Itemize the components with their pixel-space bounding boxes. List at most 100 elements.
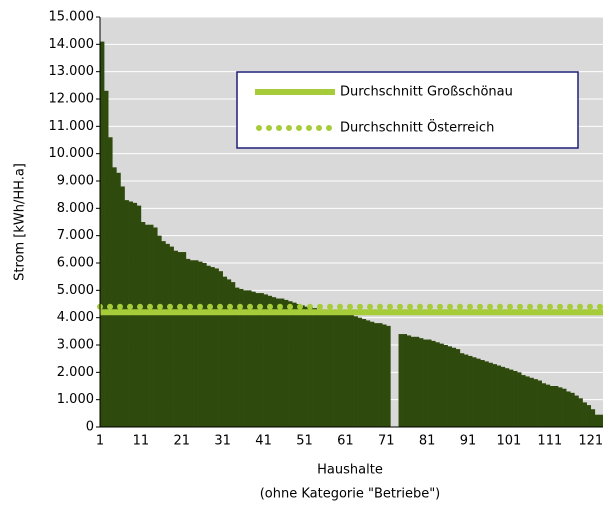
- legend-label: Durchschnitt Österreich: [340, 119, 494, 136]
- x-tick-label: 121: [578, 434, 603, 449]
- bar: [586, 405, 592, 427]
- bar: [255, 293, 260, 427]
- bar: [320, 309, 326, 427]
- x-tick-label: 21: [174, 434, 191, 449]
- bar: [161, 241, 166, 427]
- bar: [210, 267, 215, 427]
- bar: [239, 288, 244, 427]
- y-tick-label: 13.000: [49, 64, 95, 79]
- bar: [202, 263, 207, 427]
- y-tick-label: 8.000: [57, 201, 94, 216]
- bar: [418, 338, 424, 427]
- bar: [594, 414, 600, 427]
- bar: [181, 252, 187, 427]
- y-tick-label: 9.000: [57, 174, 94, 189]
- bar: [468, 355, 473, 427]
- bar: [144, 224, 150, 427]
- bar: [234, 287, 240, 427]
- bar: [545, 384, 551, 427]
- bar: [590, 409, 596, 427]
- bar: [104, 90, 109, 428]
- bar: [112, 167, 117, 428]
- bar: [578, 398, 583, 427]
- y-tick-label: 4.000: [57, 310, 94, 325]
- bar: [218, 271, 223, 427]
- bar: [508, 369, 514, 427]
- bar: [582, 402, 587, 427]
- bar: [157, 235, 162, 427]
- bar: [435, 342, 440, 427]
- bar: [492, 364, 497, 427]
- bar: [570, 392, 575, 427]
- x-tick-label: 41: [255, 434, 272, 449]
- bar: [345, 313, 350, 427]
- bar: [304, 306, 309, 427]
- bar: [496, 365, 502, 427]
- bar: [185, 258, 191, 427]
- x-tick-label: 61: [337, 434, 354, 449]
- bar: [513, 370, 518, 427]
- bar: [357, 317, 363, 427]
- bar: [386, 325, 391, 427]
- bar: [455, 349, 461, 427]
- bar: [373, 323, 379, 427]
- bar: [484, 361, 489, 427]
- bar: [153, 227, 158, 427]
- x-tick-label: 71: [378, 434, 395, 449]
- bar: [378, 323, 383, 427]
- bar: [423, 339, 428, 427]
- bar: [271, 297, 277, 427]
- bar: [382, 324, 387, 427]
- x-tick-label: 111: [537, 434, 562, 449]
- bar: [116, 172, 121, 427]
- bar: [177, 252, 183, 427]
- x-tick-label: 11: [133, 434, 150, 449]
- bar: [263, 294, 268, 427]
- y-tick-label: 15.000: [49, 10, 95, 25]
- y-tick-label: 6.000: [57, 256, 94, 271]
- legend-box: [236, 71, 579, 149]
- bar: [369, 321, 375, 427]
- bar: [533, 379, 538, 427]
- x-tick-label: 51: [296, 434, 313, 449]
- bar: [288, 301, 293, 427]
- bar: [414, 336, 420, 427]
- bar: [517, 372, 522, 427]
- bar: [100, 41, 105, 427]
- bar: [333, 312, 338, 427]
- y-tick-label: 1.000: [57, 392, 94, 407]
- bar: [292, 302, 297, 427]
- y-tick-label: 10.000: [49, 146, 95, 161]
- bar: [562, 388, 567, 427]
- x-tick-label: 91: [460, 434, 477, 449]
- bar: [361, 319, 367, 427]
- bar: [173, 250, 178, 427]
- bar: [439, 343, 444, 427]
- bar: [140, 222, 146, 427]
- x-axis-note: (ohne Kategorie "Betriebe"): [260, 487, 441, 502]
- bar: [324, 310, 330, 427]
- bar: [500, 366, 506, 427]
- bar: [259, 293, 264, 427]
- bar: [529, 377, 534, 427]
- y-tick-label: 7.000: [57, 228, 94, 243]
- bar: [296, 304, 301, 427]
- bar: [251, 291, 256, 427]
- bar: [279, 298, 285, 427]
- bar: [189, 260, 195, 427]
- bar: [226, 279, 232, 427]
- bar: [284, 299, 289, 427]
- bar: [214, 268, 219, 427]
- bar: [488, 362, 493, 427]
- bar: [398, 334, 403, 427]
- bar: [337, 312, 342, 427]
- bar: [525, 376, 530, 427]
- bar: [431, 340, 436, 427]
- bar: [541, 383, 547, 427]
- bar: [312, 308, 318, 427]
- bar: [459, 353, 465, 427]
- legend-label: Durchschnitt Großschönau: [340, 85, 513, 100]
- bar: [549, 386, 555, 427]
- bar: [558, 387, 563, 427]
